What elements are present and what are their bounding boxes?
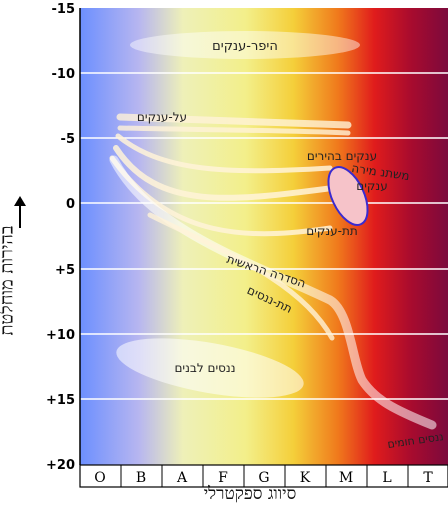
x-tick-label: A [176,470,188,486]
supergiants-band [116,113,352,136]
subgiants-label: תת-ענקים [306,224,358,238]
y-tick-label: -15 [52,2,76,17]
x-axis-title: סיווג ספקטרלי [203,484,297,504]
bright-giants-label: ענקים בהירים [307,149,377,163]
main-sequence-band [109,155,437,430]
y-axis: -15 -10 -5 0 +5 +10 +15 +20 [46,2,81,473]
hypergiants-label: היפר-ענקים [212,39,278,54]
subdwarfs-band [147,212,335,341]
bright-giants-band [115,133,333,174]
supergiants-label: על-ענקים [137,110,187,124]
arrow-up-icon [14,196,26,228]
x-tick-label: F [218,470,228,486]
x-axis: O B A F G K M L T [79,464,448,488]
hypergiants-band [130,31,360,59]
y-tick-label: +15 [46,393,75,408]
y-tick-label: +10 [46,328,75,343]
mira-variables-region [327,166,369,226]
x-tick-label: K [300,470,311,486]
y-tick-label: +5 [55,263,75,278]
y-tick-label: 0 [66,197,75,212]
x-tick-label: T [423,470,433,486]
x-tick-label: M [339,470,353,486]
y-tick-label: -10 [52,67,76,82]
y-axis-title: בהירות מוחלטת [0,225,18,336]
y-tick-label: -5 [61,132,75,147]
x-tick-label: B [136,470,146,486]
x-tick-label: L [382,470,391,486]
white-dwarfs-label: ננסים לבנים [174,361,235,375]
giants-band [113,145,358,201]
white-dwarfs-band [116,338,304,398]
giants-label: ענקים [356,179,387,193]
x-tick-label: G [258,470,269,486]
x-tick-label: O [94,470,105,486]
y-tick-label: +20 [46,458,75,473]
